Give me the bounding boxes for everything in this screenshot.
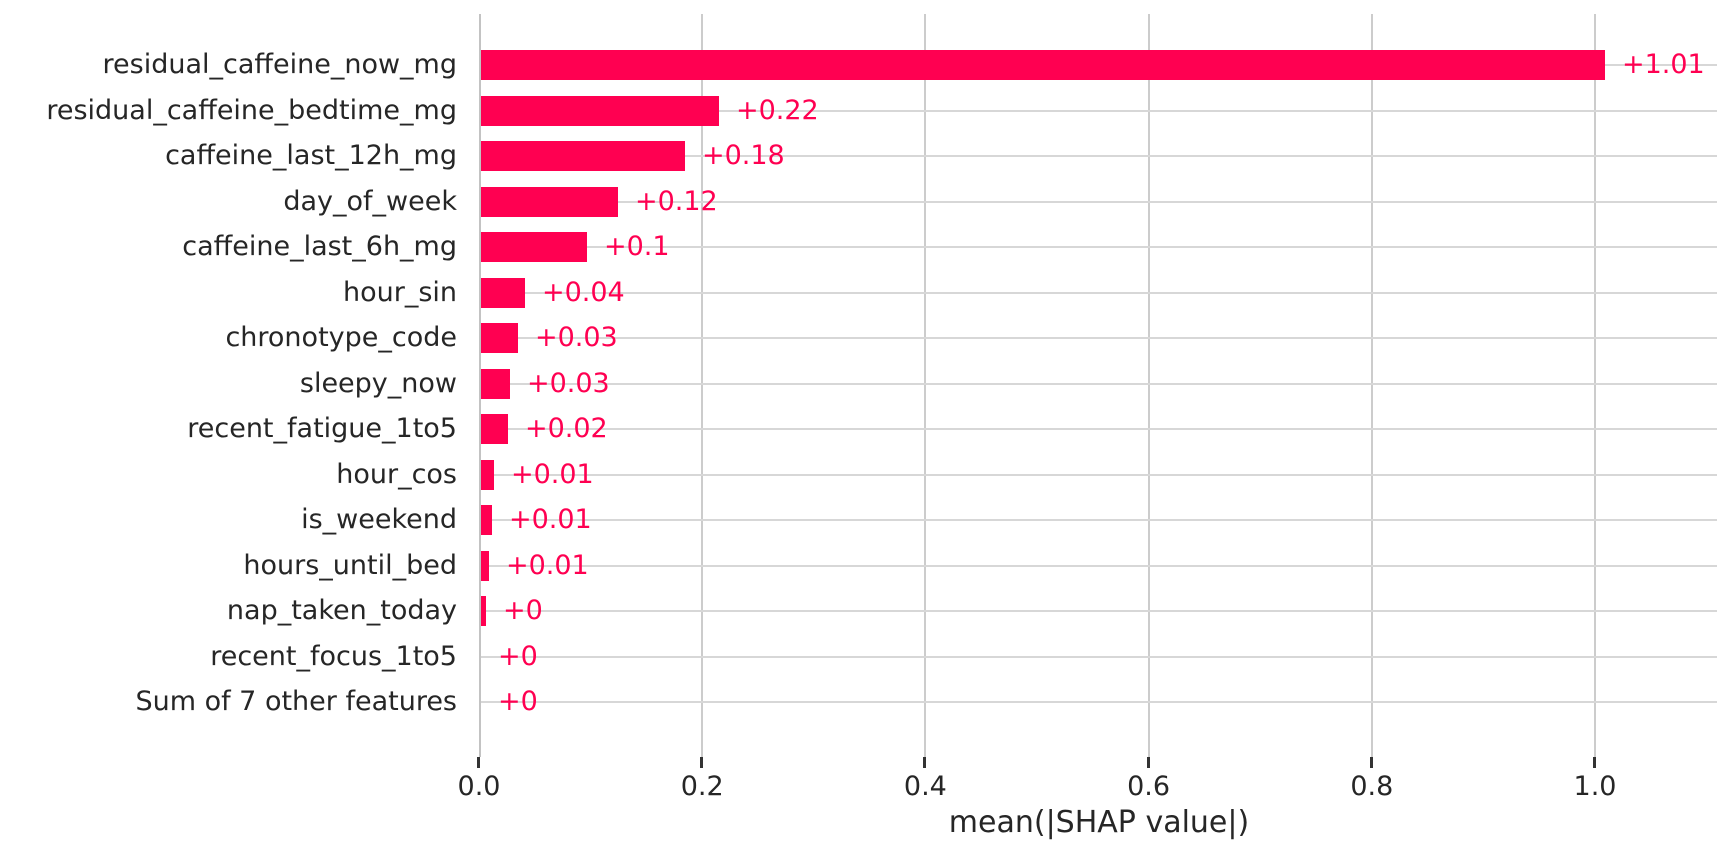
y-axis-label: is_weekend: [301, 504, 457, 536]
y-axis-label: hour_cos: [336, 458, 457, 490]
bar-value-label: +0.04: [542, 276, 625, 308]
row-gridline: [481, 155, 1717, 158]
bar-value-label: +0.02: [525, 413, 608, 445]
bar: [481, 323, 518, 354]
bar: [481, 550, 489, 581]
y-axis-label: residual_caffeine_bedtime_mg: [46, 94, 457, 126]
x-gridline: [1147, 14, 1150, 757]
row-gridline: [481, 564, 1717, 567]
bar-value-label: +0: [498, 640, 538, 672]
bar-value-label: +0.1: [604, 231, 670, 263]
plot-area: +1.01 +0.22 +0.18 +0.12 +0.1 +0.04 +0.03 +0.03 +…: [479, 14, 1717, 757]
x-tick: [1146, 757, 1150, 768]
row-gridline: [481, 109, 1717, 112]
y-axis-label: residual_caffeine_now_mg: [102, 49, 457, 81]
row-gridline: [481, 519, 1717, 522]
bar: [481, 232, 587, 263]
x-axis-title: mean(|SHAP value|): [948, 805, 1250, 840]
row-gridline: [481, 428, 1717, 431]
y-axis-label: nap_taken_today: [226, 595, 457, 627]
row-gridline: [481, 701, 1717, 704]
x-gridline: [1370, 14, 1373, 757]
y-axis-label: sleepy_now: [299, 367, 457, 399]
x-tick: [1369, 757, 1373, 768]
row-gridline: [481, 473, 1717, 476]
y-axis-label: hour_sin: [342, 276, 457, 308]
x-tick: [700, 757, 704, 768]
row-gridline: [481, 382, 1717, 385]
bar: [481, 141, 685, 172]
row-gridline: [481, 200, 1717, 203]
bar-value-label: +0.03: [535, 322, 618, 354]
bar-value-label: +0.22: [736, 94, 819, 126]
x-tick-label: 0.6: [1127, 771, 1171, 802]
bar-value-label: +0.03: [527, 367, 610, 399]
row-gridline: [481, 246, 1717, 249]
y-axis-label: caffeine_last_12h_mg: [165, 140, 457, 172]
bar-value-label: +0.01: [506, 549, 589, 581]
bar: [481, 596, 486, 627]
x-gridline: [924, 14, 927, 757]
x-tick: [923, 757, 927, 768]
bar: [481, 459, 494, 490]
y-axis-label: hours_until_bed: [243, 549, 457, 581]
y-axis-label: caffeine_last_6h_mg: [182, 231, 457, 263]
bar: [481, 505, 492, 536]
row-gridline: [481, 291, 1717, 294]
x-tick-label: 1.0: [1573, 771, 1617, 802]
bar-value-label: +0.01: [511, 458, 594, 490]
bar-value-label: +0: [503, 595, 543, 627]
x-tick-label: 0.2: [680, 771, 724, 802]
row-gridline: [481, 655, 1717, 658]
y-axis-label: Sum of 7 other features: [135, 686, 457, 718]
y-axis-label: chronotype_code: [225, 322, 457, 354]
x-gridline: [1594, 14, 1596, 757]
y-axis-label: recent_fatigue_1to5: [187, 413, 457, 445]
bar-value-label: +0.12: [635, 185, 718, 217]
row-gridline: [481, 610, 1717, 613]
bar: [481, 414, 508, 445]
x-tick-label: 0.8: [1350, 771, 1394, 802]
x-tick-label: 0.0: [457, 771, 501, 802]
x-tick: [477, 757, 480, 768]
y-axis-label: day_of_week: [283, 185, 457, 217]
bar: [481, 277, 525, 308]
bar: [481, 186, 618, 217]
bar-value-label: +0.01: [509, 504, 592, 536]
bar-value-label: +0.18: [702, 140, 785, 172]
bar: [481, 368, 510, 399]
bar: [481, 50, 1605, 81]
x-gridline: [701, 14, 704, 757]
bar-value-label: +1.01: [1622, 49, 1705, 81]
bar: [481, 95, 719, 126]
y-axis-label: recent_focus_1to5: [210, 640, 457, 672]
x-tick-label: 0.4: [903, 771, 947, 802]
x-tick: [1593, 757, 1596, 768]
bar-value-label: +0: [498, 686, 538, 718]
row-gridline: [481, 337, 1717, 340]
